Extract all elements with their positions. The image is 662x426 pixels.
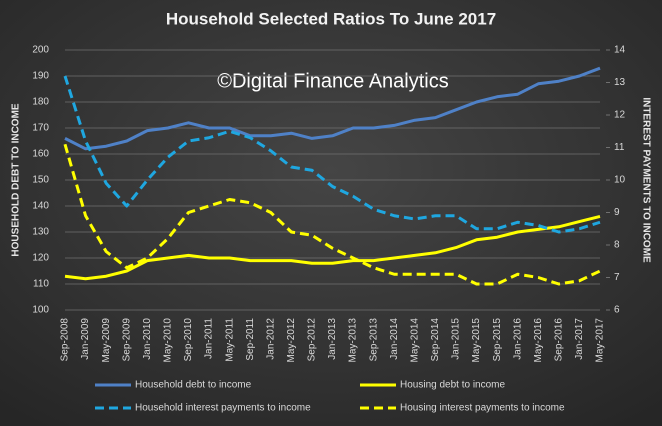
chart-title: Household Selected Ratios To June 2017: [166, 9, 496, 28]
y2-tick-label: 10: [614, 175, 626, 186]
y-tick-label: 190: [32, 71, 49, 82]
legend-label: Housing interest payments to income: [400, 403, 565, 414]
y-tick-label: 150: [32, 175, 49, 186]
x-tick-label: May-2017: [595, 318, 606, 363]
x-tick-label: Jan-2015: [451, 318, 462, 360]
y2-tick-label: 6: [614, 305, 620, 316]
y2-tick-label: 14: [614, 45, 626, 56]
y-tick-label: 120: [32, 253, 49, 264]
x-tick-label: Jan-2017: [574, 318, 585, 360]
x-tick-label: Jan-2010: [142, 318, 153, 360]
x-tick-label: May-2013: [348, 318, 359, 363]
x-tick-label: May-2010: [163, 318, 174, 363]
y-tick-label: 130: [32, 227, 49, 238]
series-line: [63, 143, 601, 286]
watermark: ©Digital Finance Analytics: [217, 70, 449, 92]
x-tick-label: May-2009: [101, 318, 112, 363]
x-tick-label: Jan-2013: [327, 318, 338, 360]
y2-tick-label: 9: [614, 207, 620, 218]
x-tick-label: Jan-2009: [80, 318, 91, 360]
y-axis-title: HOUSEHOLD DEBT TO INCOME: [11, 103, 22, 256]
x-tick-label: Jan-2011: [204, 318, 215, 359]
y-tick-label: 110: [33, 279, 49, 290]
x-tick-label: Sep-2008: [60, 318, 71, 362]
y2-tick-label: 8: [614, 240, 620, 251]
x-tick-label: Jan-2014: [389, 318, 400, 360]
x-tick-label: Sep-2010: [183, 318, 194, 362]
y-tick-label: 100: [32, 305, 49, 316]
legend-label: Housing debt to income: [400, 380, 506, 391]
y2-axis-title: INTEREST PAYMENTS TO INCOME: [640, 97, 651, 263]
y-tick-label: 170: [32, 123, 49, 134]
x-tick-label: May-2016: [533, 318, 544, 363]
y-tick-label: 180: [32, 97, 49, 108]
x-tick-label: May-2014: [409, 318, 420, 363]
x-tick-label: Sep-2015: [492, 318, 503, 362]
x-tick-label: Jan-2012: [265, 318, 276, 360]
x-tick-label: Jan-2016: [512, 318, 523, 360]
y2-tick-label: 11: [614, 142, 625, 153]
y-tick-label: 200: [32, 45, 49, 56]
series-line: [64, 66, 601, 151]
x-tick-label: May-2012: [286, 318, 297, 363]
y-tick-label: 140: [32, 201, 49, 212]
x-tick-label: Sep-2014: [430, 318, 441, 362]
x-tick-label: Sep-2016: [553, 318, 564, 362]
x-tick-label: Sep-2012: [307, 318, 318, 362]
legend-label: Household debt to income: [135, 380, 252, 391]
x-tick-label: Sep-2009: [121, 318, 132, 362]
y2-tick-label: 13: [614, 77, 626, 88]
series-line: [63, 75, 601, 234]
x-tick-label: Sep-2011: [245, 318, 256, 361]
series-line: [64, 214, 601, 281]
legend-label: Household interest payments to income: [135, 403, 311, 414]
x-tick-label: May-2015: [471, 318, 482, 363]
x-tick-label: May-2011: [224, 318, 235, 362]
y-tick-label: 160: [32, 149, 49, 160]
y2-tick-label: 7: [614, 272, 620, 283]
y2-tick-label: 12: [614, 110, 626, 121]
x-tick-label: Sep-2013: [368, 318, 379, 362]
